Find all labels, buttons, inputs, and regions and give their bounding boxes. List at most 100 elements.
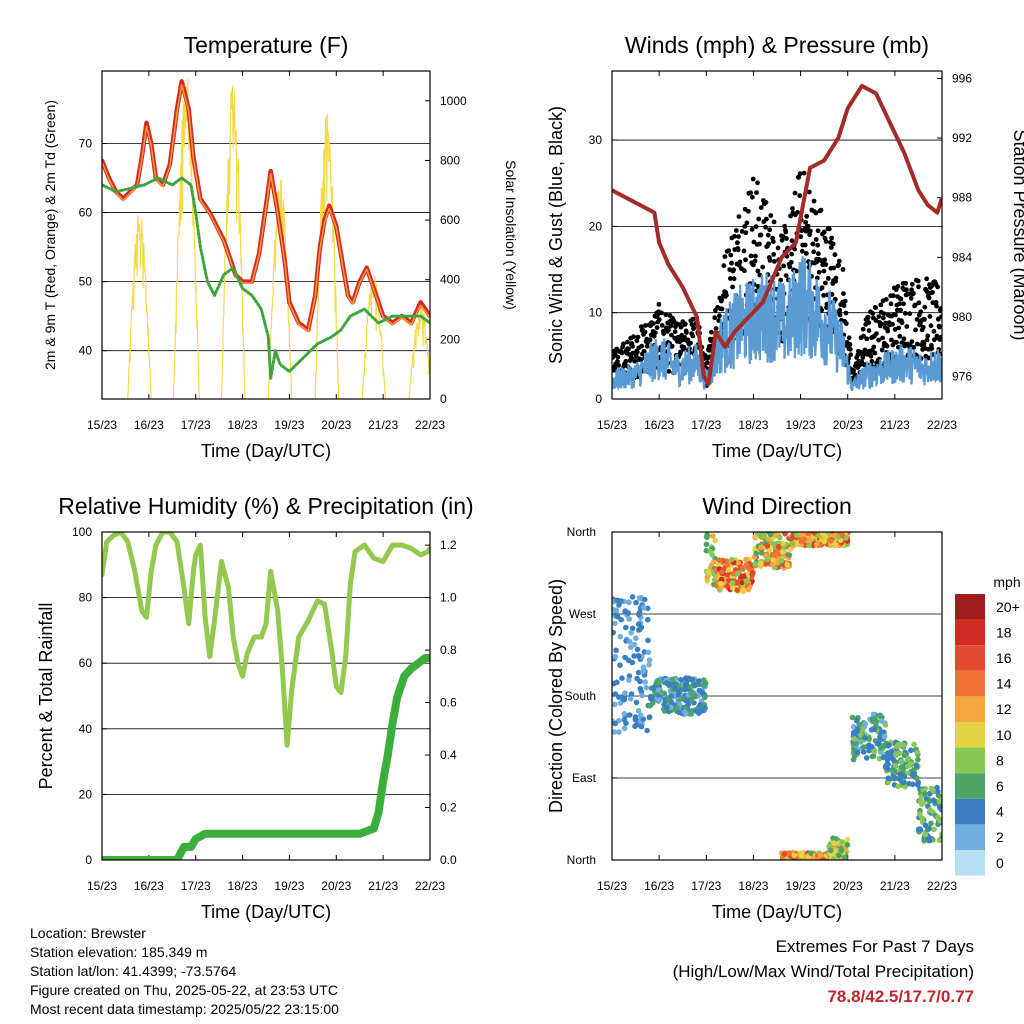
plot-frame — [611, 70, 943, 400]
colorbar-swatch — [955, 747, 985, 774]
direction-point — [844, 842, 851, 848]
gust-point — [654, 325, 660, 330]
direction-point — [937, 818, 942, 824]
gust-point — [782, 223, 788, 229]
gust-point — [821, 268, 827, 274]
gust-point — [684, 330, 689, 335]
direction-point — [799, 532, 806, 538]
colorbar-label: 16 — [996, 650, 1012, 666]
y-axis-label: Percent & Total Rainfall — [36, 603, 56, 790]
direction-point — [612, 653, 619, 660]
gust-point — [797, 193, 803, 199]
gust-point — [722, 254, 728, 259]
direction-point — [786, 552, 793, 558]
direction-point — [612, 620, 618, 627]
gust-point — [935, 284, 940, 290]
x-tick-label: 16/23 — [134, 879, 164, 893]
info-created: Figure created on Thu, 2025-05-22, at 23… — [30, 982, 338, 998]
y-axis-label: Direction (Colored By Speed) — [546, 579, 566, 813]
y-axis-label: 2m & 9m T (Red, Orange) & 2m Td (Green) — [42, 100, 58, 370]
direction-point — [645, 616, 651, 623]
gust-point — [784, 236, 789, 241]
plot-frame — [101, 531, 431, 861]
gust-point — [925, 333, 931, 339]
direction-point — [850, 724, 857, 730]
gust-point — [811, 249, 817, 255]
direction-point — [769, 561, 776, 568]
x-tick-label: 22/23 — [927, 418, 957, 432]
y2-tick-label: 0.2 — [440, 801, 457, 815]
y2-tick-label: 800 — [440, 153, 460, 167]
direction-point — [911, 741, 917, 748]
colorbar-label: 14 — [996, 676, 1012, 692]
gust-point — [916, 300, 922, 306]
chart-title: Wind Direction — [702, 493, 852, 519]
gust-point — [634, 349, 640, 355]
direction-point — [683, 675, 689, 681]
gust-point — [938, 306, 942, 311]
x-tick-label: 17/23 — [691, 418, 721, 432]
gust-point — [750, 194, 755, 200]
direction-point — [612, 720, 618, 727]
y-tick-label: 20 — [589, 219, 603, 233]
gust-point — [813, 237, 819, 242]
gust-point — [868, 353, 874, 359]
direction-point — [856, 721, 862, 728]
gust-point — [666, 368, 672, 374]
direction-point — [623, 624, 629, 631]
direction-point — [646, 657, 653, 663]
direction-point — [675, 691, 682, 698]
direction-point — [936, 798, 942, 805]
direction-point — [895, 741, 902, 748]
gust-point — [685, 337, 691, 343]
direction-point — [626, 677, 632, 683]
direction-point — [682, 686, 689, 693]
gust-point — [757, 241, 762, 247]
direction-point — [688, 696, 695, 703]
info-location: Location: Brewster — [30, 925, 146, 941]
direction-point — [914, 749, 921, 756]
direction-point — [621, 717, 628, 723]
direction-point — [754, 532, 761, 536]
gust-point — [860, 326, 866, 332]
direction-point — [878, 718, 885, 724]
direction-point — [898, 759, 905, 765]
gust-point — [764, 216, 769, 222]
gust-point — [821, 229, 827, 235]
gust-point — [883, 297, 889, 302]
plot-area — [612, 83, 942, 392]
direction-point — [862, 721, 869, 727]
gust-point — [829, 235, 834, 241]
direction-point — [842, 855, 848, 860]
gust-point — [874, 331, 879, 336]
gust-point — [659, 310, 664, 316]
direction-point — [898, 764, 904, 771]
direction-point — [617, 662, 623, 668]
gust-point — [642, 329, 648, 335]
direction-point — [907, 760, 914, 767]
direction-point — [712, 537, 718, 544]
direction-point — [928, 820, 934, 827]
gust-point — [616, 363, 621, 368]
x-tick-label: 16/23 — [644, 418, 674, 432]
gust-point — [883, 320, 888, 326]
direction-point — [616, 729, 622, 735]
y-tick-label: 40 — [79, 344, 93, 358]
y2-tick-label: 1.0 — [440, 591, 457, 605]
gust-point — [758, 205, 764, 211]
gust-point — [681, 344, 687, 350]
direction-point — [688, 689, 694, 696]
direction-point — [640, 664, 647, 670]
direction-point — [881, 733, 888, 740]
direction-point — [833, 836, 839, 842]
direction-point — [655, 687, 662, 693]
gust-point — [815, 228, 821, 234]
y2-tick-label: 0.4 — [440, 748, 457, 762]
direction-point — [910, 781, 916, 788]
direction-point — [915, 756, 921, 763]
gust-point — [633, 353, 639, 359]
direction-point — [632, 723, 638, 729]
direction-point — [734, 587, 740, 593]
direction-point — [716, 557, 723, 563]
gust-point — [634, 338, 640, 344]
